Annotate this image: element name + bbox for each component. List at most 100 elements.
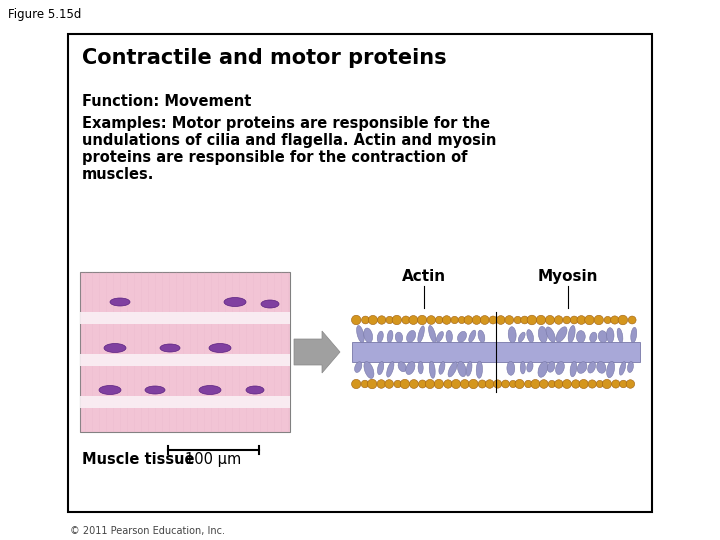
Text: Myosin: Myosin (538, 269, 598, 284)
Text: Contractile and motor proteins: Contractile and motor proteins (82, 48, 446, 68)
Ellipse shape (568, 326, 575, 343)
Circle shape (478, 380, 486, 388)
Ellipse shape (527, 329, 534, 342)
Ellipse shape (160, 344, 180, 352)
Ellipse shape (377, 361, 384, 375)
Ellipse shape (617, 328, 623, 342)
Ellipse shape (577, 362, 587, 373)
Circle shape (351, 380, 361, 389)
Circle shape (579, 380, 588, 389)
Ellipse shape (577, 330, 585, 342)
Text: 100 μm: 100 μm (185, 452, 241, 467)
Ellipse shape (588, 362, 595, 373)
Ellipse shape (261, 300, 279, 308)
Ellipse shape (457, 361, 466, 377)
Circle shape (577, 315, 586, 325)
Circle shape (596, 380, 603, 388)
Bar (80, 272, 290, 432)
Ellipse shape (590, 332, 597, 342)
Circle shape (531, 380, 540, 389)
Circle shape (525, 380, 532, 388)
Ellipse shape (606, 361, 615, 378)
Circle shape (377, 316, 386, 324)
Text: Function: Movement: Function: Movement (82, 94, 251, 109)
Circle shape (602, 380, 611, 389)
Circle shape (570, 316, 578, 324)
Ellipse shape (418, 326, 424, 342)
Ellipse shape (556, 361, 564, 375)
Circle shape (377, 380, 386, 388)
Ellipse shape (407, 330, 415, 342)
Ellipse shape (476, 361, 482, 378)
Ellipse shape (518, 332, 525, 342)
Text: Examples: Motor proteins are responsible for the: Examples: Motor proteins are responsible… (82, 116, 490, 131)
Circle shape (451, 380, 461, 389)
Ellipse shape (387, 330, 393, 342)
Bar (68, 34, 652, 512)
Circle shape (444, 380, 452, 388)
Circle shape (572, 380, 580, 388)
Ellipse shape (110, 298, 130, 306)
Circle shape (361, 380, 369, 388)
Text: muscles.: muscles. (82, 167, 154, 182)
Circle shape (402, 316, 410, 324)
Ellipse shape (478, 330, 485, 342)
Circle shape (562, 380, 572, 388)
Circle shape (442, 316, 451, 325)
Bar (80, 354, 290, 366)
Ellipse shape (619, 362, 626, 375)
Circle shape (436, 316, 443, 324)
Circle shape (536, 315, 546, 325)
Ellipse shape (598, 330, 608, 342)
Circle shape (361, 316, 369, 324)
Ellipse shape (356, 326, 364, 343)
Circle shape (493, 380, 502, 388)
Ellipse shape (597, 361, 606, 373)
Ellipse shape (446, 330, 452, 342)
Ellipse shape (507, 361, 515, 375)
Ellipse shape (527, 362, 533, 372)
Circle shape (539, 380, 548, 388)
Ellipse shape (145, 386, 165, 394)
Ellipse shape (628, 361, 634, 373)
Circle shape (514, 316, 521, 323)
Text: © 2011 Pearson Education, Inc.: © 2011 Pearson Education, Inc. (70, 526, 225, 536)
Ellipse shape (224, 298, 246, 307)
Ellipse shape (429, 361, 435, 378)
Ellipse shape (355, 362, 362, 373)
Circle shape (351, 315, 361, 325)
Circle shape (464, 316, 472, 324)
Circle shape (554, 380, 563, 388)
Ellipse shape (104, 343, 126, 353)
Circle shape (369, 315, 377, 325)
Text: undulations of cilia and flagella. Actin and myosin: undulations of cilia and flagella. Actin… (82, 133, 496, 148)
Circle shape (502, 380, 510, 388)
Ellipse shape (556, 327, 567, 342)
Ellipse shape (508, 327, 516, 343)
Ellipse shape (364, 361, 374, 379)
Circle shape (386, 316, 393, 323)
Bar (80, 312, 290, 324)
Ellipse shape (398, 362, 406, 372)
Ellipse shape (199, 386, 221, 395)
Ellipse shape (539, 326, 547, 343)
Ellipse shape (99, 386, 121, 395)
Ellipse shape (457, 332, 467, 342)
Circle shape (460, 380, 469, 388)
Circle shape (394, 380, 402, 388)
Ellipse shape (538, 361, 548, 377)
Ellipse shape (246, 386, 264, 394)
Circle shape (384, 380, 394, 388)
Bar (80, 396, 290, 408)
Text: proteins are responsible for the contraction of: proteins are responsible for the contrac… (82, 150, 467, 165)
Ellipse shape (466, 361, 472, 376)
Circle shape (409, 315, 418, 325)
Circle shape (611, 316, 619, 324)
Circle shape (458, 316, 465, 323)
Circle shape (521, 316, 528, 324)
Circle shape (392, 315, 402, 325)
Circle shape (472, 315, 481, 325)
Bar (352, 342, 640, 362)
Circle shape (629, 316, 636, 324)
Circle shape (451, 316, 459, 323)
